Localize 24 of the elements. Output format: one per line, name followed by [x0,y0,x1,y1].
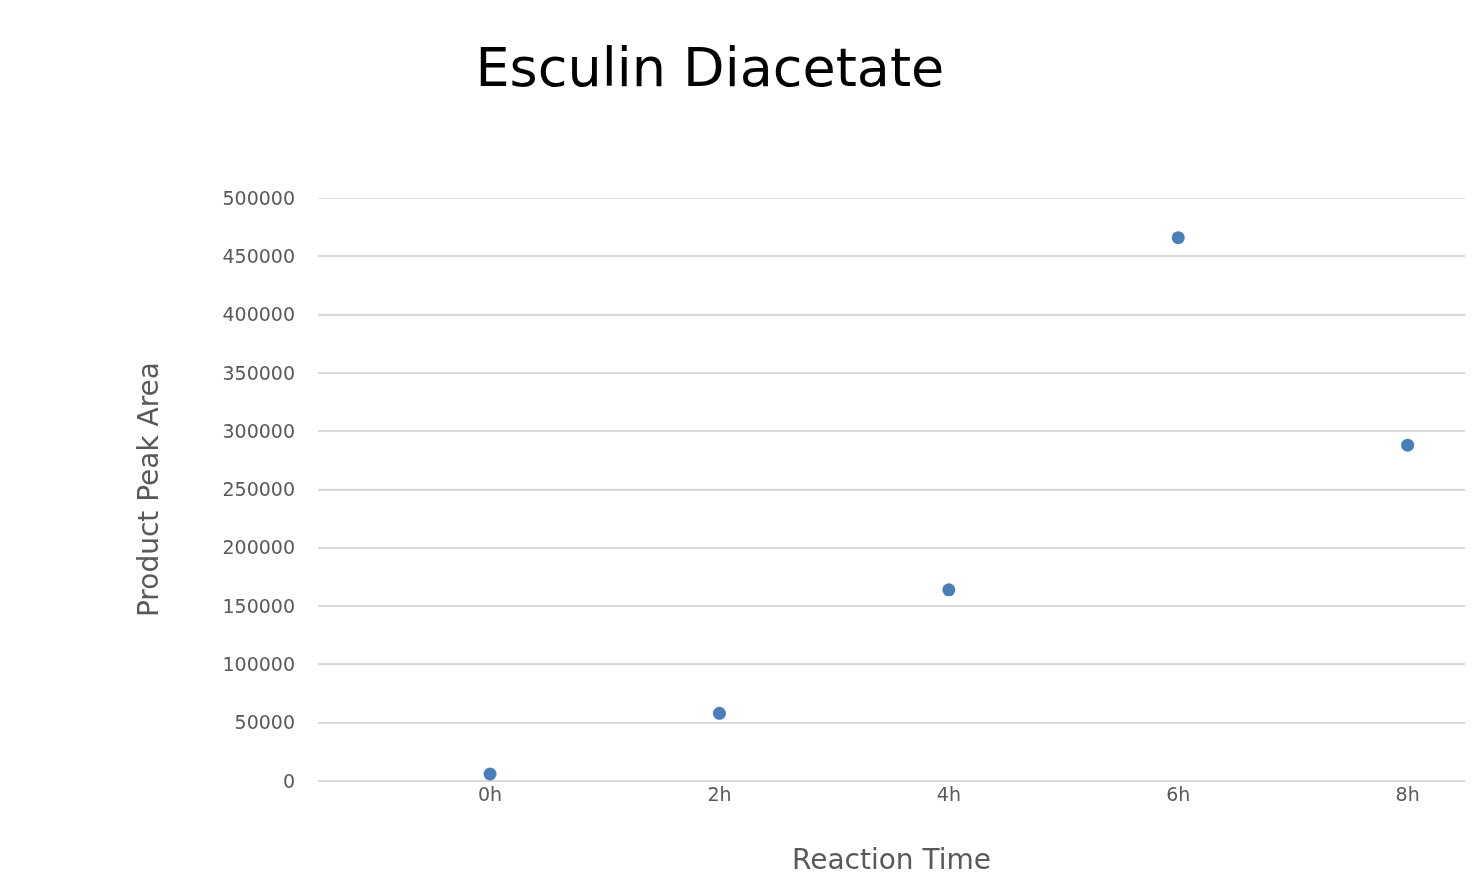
point [712,706,726,720]
x-tick-label: 2h [707,783,732,805]
y-tick-label: 250000 [222,478,295,501]
x-tick-label: 0h [477,783,503,805]
x-tick-label: 8h [1395,783,1420,805]
y-tick-label: 50000 [234,711,295,734]
y-tick-label: 500000 [222,186,295,209]
y-tick-label: 150000 [222,594,295,617]
y-tick-label: 200000 [222,536,295,559]
x-tick-label: 6h [1166,783,1191,805]
y-tick-label: 400000 [222,303,295,326]
y-axis-title: Product Peak Area [132,361,166,618]
chart-title: Esculin Diacetate [475,35,945,99]
point [1401,438,1415,452]
y-tick-label: 100000 [222,653,295,676]
point [942,583,956,597]
x-tick-label: 4h [936,783,961,805]
point [483,767,497,781]
point [1171,231,1185,245]
x-axis-title: Reaction Time [791,843,992,877]
y-tick-label: 450000 [222,244,295,267]
y-tick-label: 300000 [222,419,295,442]
y-tick-label: 0 [282,769,295,792]
y-tick-label: 350000 [222,361,295,384]
